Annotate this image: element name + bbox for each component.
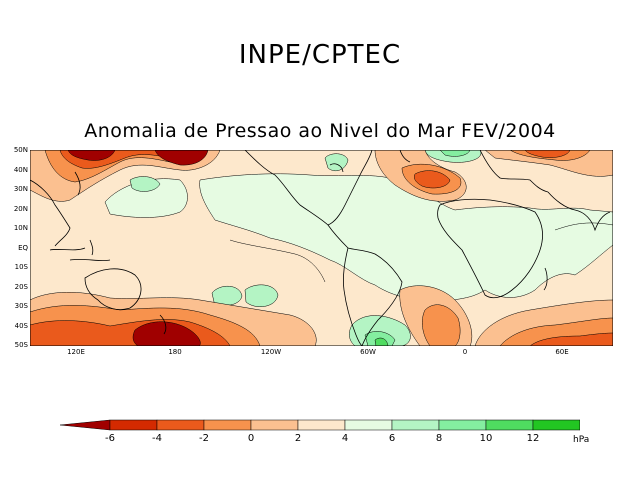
legend-label: -6 [105,433,115,444]
legend-swatch [532,419,580,431]
lat-label: EQ [18,244,28,252]
lat-label: 20N [13,205,28,213]
green-patch-south-atlantic-core [374,337,389,346]
organization-title: INPE/CPTEC [238,40,402,70]
lat-label: 30S [14,302,28,310]
legend-swatch [250,419,299,431]
legend-label: -2 [199,433,209,444]
legend-swatch [485,419,534,431]
legend-label: 6 [388,433,396,444]
legend-swatch [391,419,440,431]
legend-swatch [156,419,205,431]
neg-north-pacific-core-2 [154,150,209,166]
legend-label: 12 [526,433,540,444]
green-patch-pacific [211,286,243,306]
legend-label: 0 [247,433,255,444]
legend-label: -4 [152,433,162,444]
legend-label: 2 [294,433,302,444]
anomaly-map [30,150,613,346]
legend-label: 4 [341,433,349,444]
neg-north-pacific-core-1 [67,150,116,161]
lon-label: 60W [360,348,376,356]
green-patch-south-atlantic [349,315,411,346]
color-legend [60,419,580,431]
lat-label: 10N [13,224,28,232]
legend-swatch [438,419,487,431]
lon-label: 0 [462,348,468,356]
map-title: Anomalia de Pressao ao Nivel do Mar FEV/… [84,120,556,142]
contour-line [554,222,613,231]
legend-label: 10 [479,433,493,444]
lon-label: 60E [555,348,569,356]
green-patch-north-pacific-inner [129,176,161,192]
neg-south-atlantic-2 [422,304,461,346]
lon-label: 180 [168,348,182,356]
lat-label: 20S [14,283,28,291]
legend-swatches [60,419,580,431]
neg-south-pacific-core [132,321,201,346]
lat-label: 50S [14,341,28,349]
lat-label: 10S [14,263,28,271]
green-patch-north-america [324,153,349,171]
lat-label: 50N [13,146,28,154]
neg-indian-ocean-3 [529,332,613,346]
green-patch-pacific-2 [244,284,279,307]
legend-label: 8 [435,433,443,444]
legend-unit: hPa [573,435,590,445]
lat-label: 40S [14,322,28,330]
legend-swatch [109,419,158,431]
legend-swatch [297,419,346,431]
neg-europe-core [524,150,571,158]
legend-arrow-low [60,419,111,431]
lon-label: 120E [67,348,85,356]
lat-label: 40N [13,166,28,174]
legend-swatch [344,419,393,431]
lon-label: 120W [260,348,282,356]
lat-label: 30N [13,185,28,193]
legend-swatch [203,419,252,431]
neg-north-atlantic-3 [414,170,451,189]
contour-line [229,239,326,283]
coastlines [30,150,611,346]
